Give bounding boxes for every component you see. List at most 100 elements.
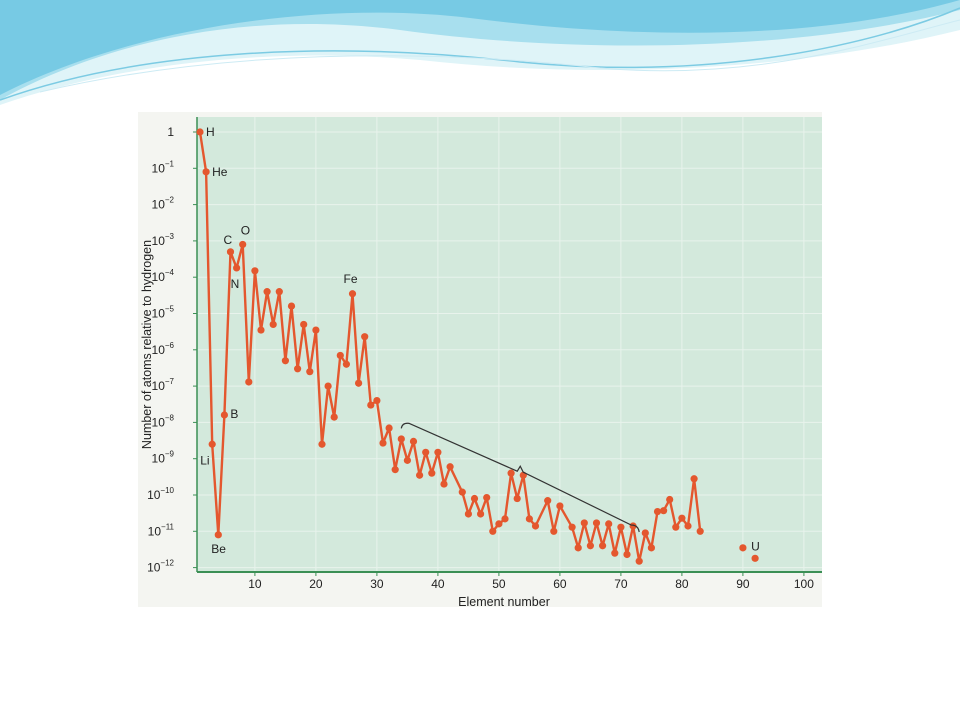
- series-2: [739, 544, 759, 562]
- abundance-series: [196, 128, 759, 565]
- data-point: [208, 440, 216, 448]
- data-point: [464, 510, 472, 518]
- data-point: [653, 507, 662, 516]
- bracket-annotation: [400, 422, 640, 533]
- data-point: [696, 527, 704, 535]
- annotation-label: He: [212, 165, 228, 179]
- axes: [193, 117, 822, 576]
- annotation-label: N: [231, 277, 240, 291]
- x-tick-labels: 10 20 30 40 50 60 70 80 90 100: [248, 577, 814, 591]
- y-tick-label: 10−2: [152, 196, 175, 212]
- data-point: [599, 542, 607, 550]
- data-point: [483, 493, 491, 502]
- x-tick-label: 30: [370, 577, 384, 591]
- data-point: [550, 527, 558, 535]
- data-point: [336, 351, 344, 360]
- x-tick-label: 20: [309, 577, 323, 591]
- y-tick-label: 10−6: [152, 341, 175, 357]
- data-point: [611, 549, 619, 557]
- data-point: [623, 550, 631, 559]
- data-point: [684, 522, 692, 530]
- data-point: [294, 365, 302, 373]
- data-point: [379, 439, 387, 447]
- y-axis-title: Number of atoms relative to hydrogen: [140, 240, 154, 449]
- y-tick-label: 10−8: [152, 413, 175, 429]
- data-point: [300, 320, 308, 329]
- data-point: [239, 240, 247, 249]
- y-tick-label: 10−7: [152, 377, 175, 393]
- data-point: [580, 519, 588, 527]
- data-point: [629, 522, 637, 530]
- data-point: [477, 510, 485, 518]
- data-point: [531, 522, 540, 530]
- data-point: [525, 515, 533, 523]
- data-point: [592, 519, 601, 527]
- series-1: [196, 128, 704, 565]
- data-point: [257, 326, 265, 334]
- annotation-label: H: [206, 125, 215, 139]
- header-wave-decoration: [0, 0, 960, 105]
- data-point: [409, 437, 418, 445]
- data-point: [556, 502, 564, 510]
- series-line: [198, 131, 702, 563]
- data-point: [202, 168, 210, 176]
- y-tick-label: 10−11: [148, 522, 175, 538]
- data-point: [574, 544, 582, 552]
- data-point: [678, 514, 686, 522]
- x-tick-label: 60: [553, 577, 567, 591]
- annotation-label: Be: [211, 542, 226, 556]
- data-point: [690, 475, 698, 483]
- x-tick-label: 80: [675, 577, 689, 591]
- data-point: [385, 424, 393, 432]
- annotation-label: O: [241, 223, 250, 237]
- data-point: [751, 554, 759, 562]
- annotation-label: Fe: [344, 272, 358, 286]
- y-tick-label: 10−10: [147, 486, 174, 502]
- data-point: [666, 495, 674, 504]
- data-point: [281, 357, 289, 365]
- data-point: [330, 413, 338, 421]
- x-tick-label: 10: [248, 577, 262, 591]
- data-point: [440, 480, 448, 488]
- data-point: [342, 360, 350, 368]
- x-tick-label: 40: [431, 577, 445, 591]
- data-point: [605, 520, 613, 528]
- annotation-label: C: [224, 233, 233, 247]
- data-point: [647, 544, 655, 552]
- data-point: [544, 497, 552, 505]
- data-point: [568, 523, 576, 531]
- annotation-label: Li: [200, 453, 209, 467]
- annotation-label: B: [230, 407, 238, 421]
- plot-background: [197, 117, 822, 572]
- data-point: [416, 471, 424, 479]
- data-point: [446, 463, 454, 471]
- data-point: [324, 382, 332, 390]
- data-point: [641, 529, 649, 537]
- y-tick-label: 1: [167, 125, 174, 139]
- x-tick-label: 50: [492, 577, 506, 591]
- data-point: [586, 542, 594, 550]
- data-point: [434, 448, 442, 456]
- data-point: [489, 527, 497, 535]
- data-point: [287, 302, 296, 310]
- data-point: [660, 507, 668, 515]
- data-point: [355, 379, 363, 387]
- x-tick-label: 100: [794, 577, 814, 591]
- x-tick-label: 90: [736, 577, 750, 591]
- data-point: [312, 326, 320, 334]
- header-wave-dark: [0, 0, 960, 95]
- data-point: [458, 488, 466, 496]
- y-tick-label: 10−4: [152, 268, 175, 284]
- data-point: [513, 494, 521, 503]
- data-point: [403, 456, 411, 464]
- data-point: [672, 523, 680, 531]
- data-point: [220, 411, 228, 419]
- data-point: [361, 333, 369, 341]
- data-point: [373, 396, 381, 405]
- data-point: [470, 494, 479, 503]
- data-point: [275, 288, 283, 296]
- y-tick-label: 10−5: [152, 305, 175, 321]
- y-tick-label: 10−1: [152, 159, 175, 175]
- data-point: [318, 440, 326, 448]
- data-point: [214, 531, 222, 539]
